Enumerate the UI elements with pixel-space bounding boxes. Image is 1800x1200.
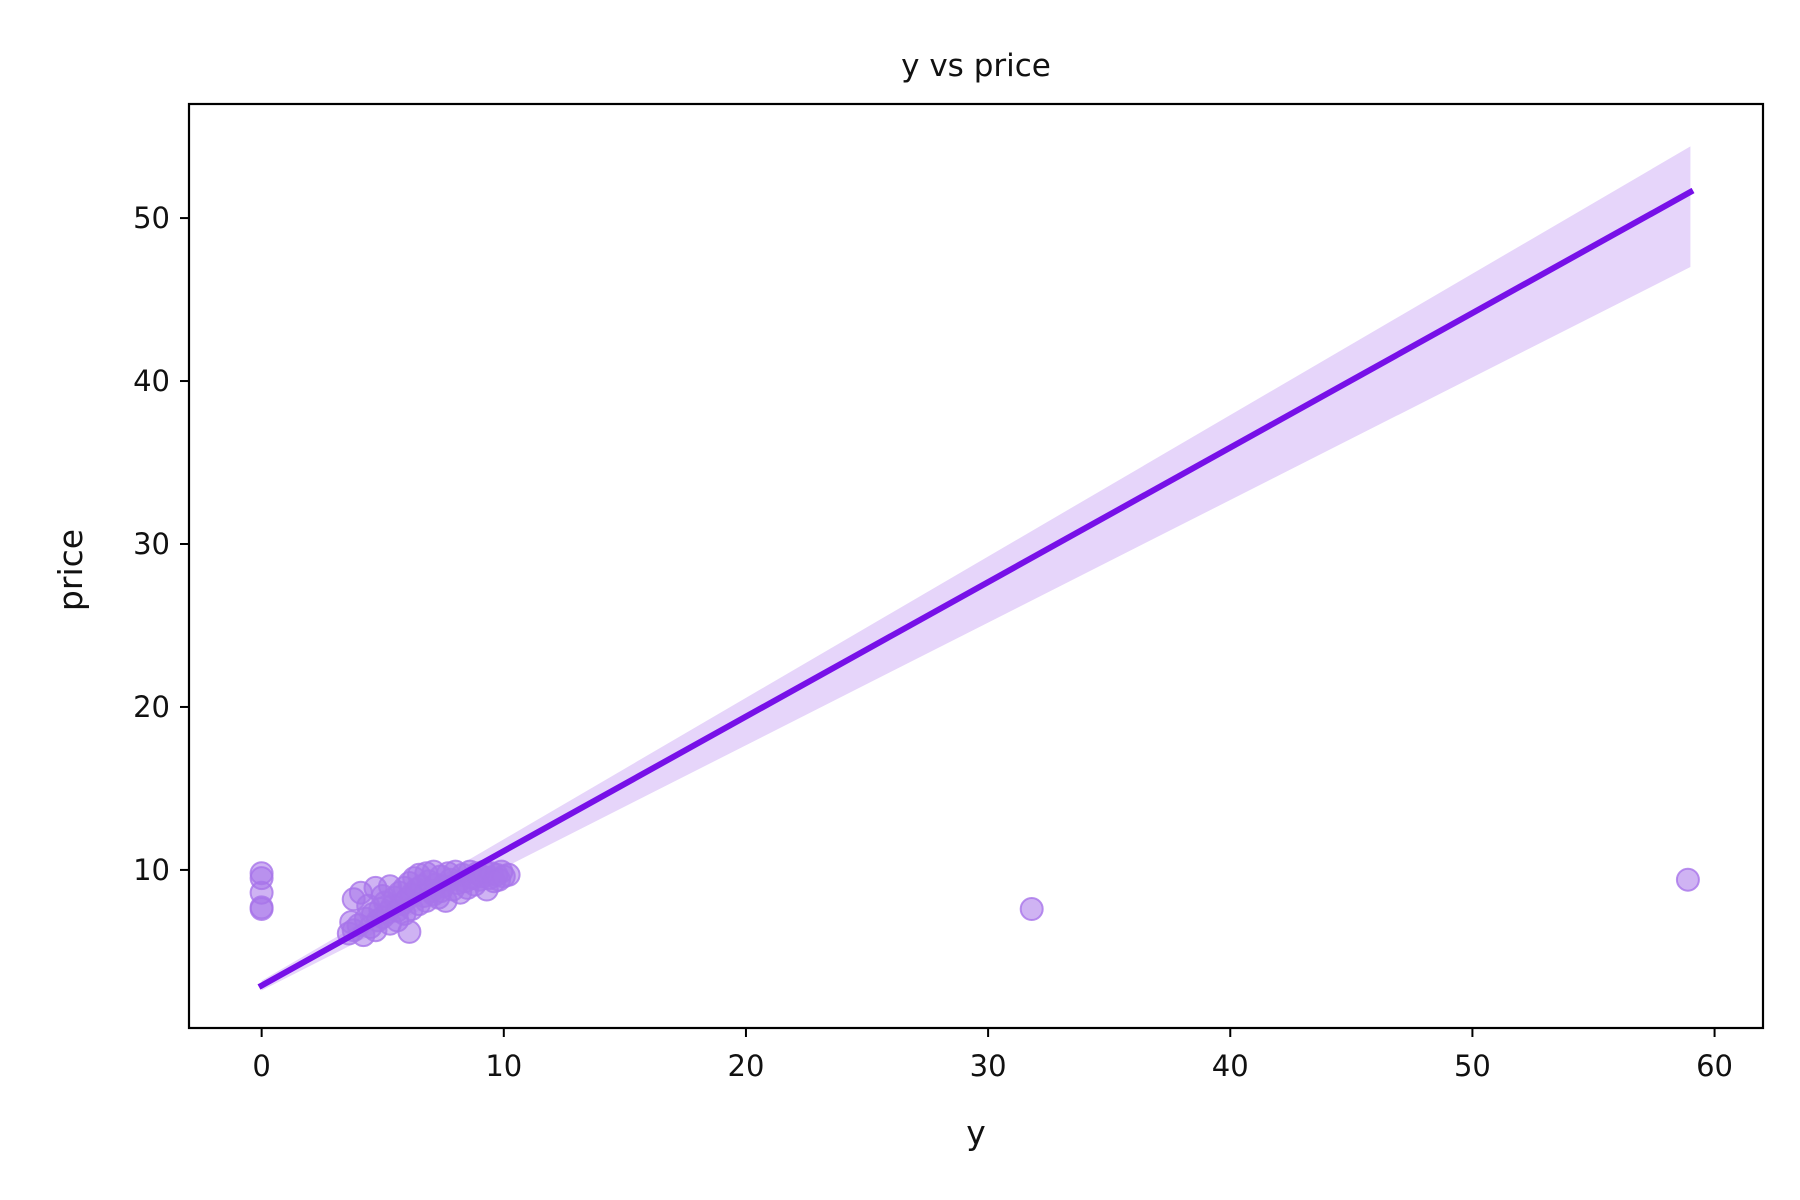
x-tick-label: 20 bbox=[728, 1049, 765, 1083]
x-tick-label: 30 bbox=[970, 1049, 1007, 1083]
scatter-point bbox=[378, 874, 402, 899]
scatter-point bbox=[249, 897, 274, 921]
scatter-point bbox=[1675, 867, 1700, 892]
x-axis: 0 10 20 30 40 50 60 bbox=[252, 1028, 1733, 1083]
y-tick-label: 50 bbox=[133, 201, 170, 235]
y-tick-label: 20 bbox=[133, 690, 170, 724]
regression-line bbox=[257, 187, 1695, 990]
y-tick-label: 40 bbox=[133, 364, 170, 398]
x-tick-label: 10 bbox=[485, 1049, 522, 1083]
y-axis: 10 20 30 40 50 bbox=[133, 201, 189, 887]
x-tick-label: 50 bbox=[1454, 1049, 1491, 1083]
x-tick-label: 60 bbox=[1696, 1049, 1733, 1083]
x-tick-label: 0 bbox=[252, 1049, 270, 1083]
y-tick-label: 30 bbox=[133, 527, 170, 561]
x-tick-label: 40 bbox=[1212, 1049, 1249, 1083]
plot-area bbox=[249, 146, 1700, 991]
confidence-band bbox=[261, 146, 1691, 991]
y-tick-label: 10 bbox=[133, 853, 170, 887]
scatter-point bbox=[491, 864, 516, 889]
chart-title: y vs price bbox=[901, 48, 1051, 84]
y-axis-label: price bbox=[51, 529, 90, 611]
scatter-point bbox=[1019, 897, 1044, 921]
x-axis-label: y bbox=[966, 1113, 986, 1152]
plot-frame bbox=[187, 102, 1765, 1030]
